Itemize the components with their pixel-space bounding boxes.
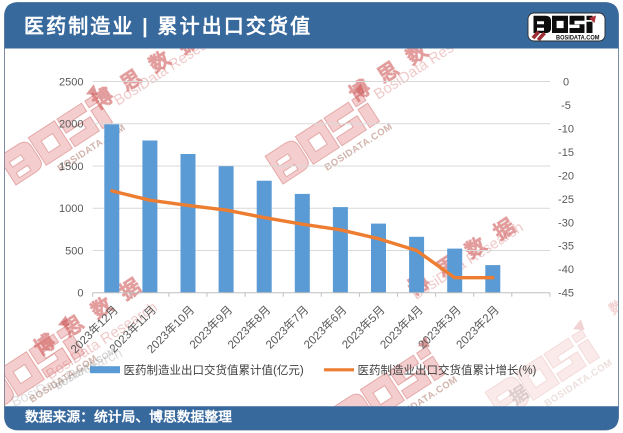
svg-text:医药制造业出口交货值累计增长(%): 医药制造业出口交货值累计增长(%) [358,363,537,377]
svg-text:-35: -35 [558,241,574,253]
svg-text:-45: -45 [558,288,574,300]
svg-text:数据来源：统计局、博思数据整理: 数据来源：统计局、博思数据整理 [25,409,232,425]
svg-text:医药制造业出口交货值累计值(亿元): 医药制造业出口交货值累计值(亿元) [124,363,304,377]
svg-text:1000: 1000 [59,203,83,215]
svg-text:-15: -15 [558,147,574,159]
svg-text:2000: 2000 [59,119,83,131]
svg-text:-20: -20 [558,170,574,182]
svg-text:0: 0 [563,77,569,89]
svg-text:医药制造业 | 累计出口交货值: 医药制造业 | 累计出口交货值 [24,14,312,38]
svg-text:500: 500 [65,246,83,258]
svg-text:-40: -40 [558,264,574,276]
svg-text:-30: -30 [558,217,574,229]
svg-text:-5: -5 [561,100,571,112]
svg-text:1500: 1500 [59,161,83,173]
svg-text:0: 0 [77,288,83,300]
svg-text:-10: -10 [558,123,574,135]
svg-text:BOSIDATA.COM: BOSIDATA.COM [556,35,600,42]
svg-text:-25: -25 [558,194,574,206]
svg-text:2500: 2500 [59,77,83,89]
